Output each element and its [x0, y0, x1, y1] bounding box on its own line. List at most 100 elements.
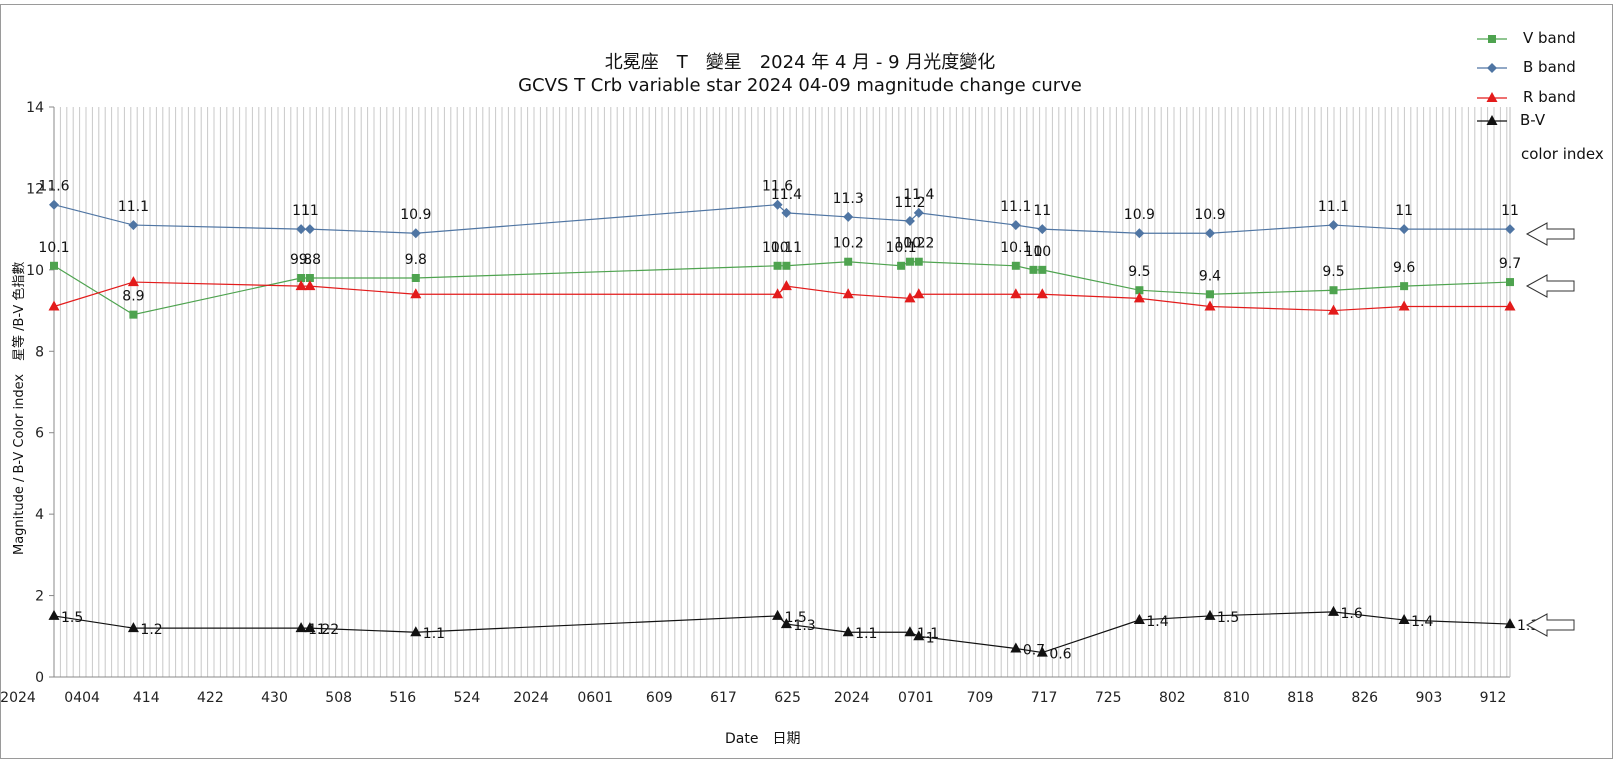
data-label: 10.1	[886, 240, 917, 256]
series-point	[1204, 609, 1216, 620]
series-point	[49, 199, 59, 210]
x-tick-label: 524	[454, 690, 481, 706]
data-label: 1	[926, 630, 935, 646]
data-label: 8.9	[122, 289, 144, 305]
y-axis-label: Magnitude / B-V Color index 星等 /B-V 色指數	[12, 261, 27, 555]
series-point	[780, 618, 792, 629]
y-tick-label: 10	[26, 263, 44, 279]
series-point	[782, 261, 791, 270]
series-point	[1505, 224, 1515, 235]
series-point	[843, 211, 854, 222]
series-point	[1029, 265, 1038, 274]
series-point	[1506, 278, 1514, 287]
data-label: 1.4	[1146, 614, 1168, 630]
series-point	[781, 207, 792, 218]
legend-label: B-V	[1520, 111, 1546, 129]
data-label: 9.6	[1393, 260, 1415, 276]
series-point	[1328, 605, 1340, 616]
legend-label: V band	[1523, 29, 1576, 47]
series-point	[1328, 304, 1340, 315]
data-label: 10.1	[771, 240, 802, 256]
series-point	[842, 626, 854, 637]
x-tick-label: 2024	[0, 690, 36, 706]
data-label: 9.8	[299, 252, 321, 268]
series-point	[772, 199, 783, 210]
series-point	[904, 216, 915, 226]
series-point	[304, 224, 315, 235]
left-arrow-icon	[1525, 613, 1575, 637]
x-tick-label: 717	[1031, 690, 1058, 706]
series-point	[48, 300, 60, 311]
series-point	[127, 622, 139, 633]
series-point	[1134, 228, 1145, 239]
series-point	[1010, 288, 1022, 299]
data-label: 10.2	[903, 236, 934, 252]
data-label: 1.3	[793, 618, 815, 634]
data-label: 1.1	[423, 626, 445, 642]
legend-label: R band	[1523, 88, 1576, 106]
series-point	[842, 288, 854, 299]
data-label: 1.6	[1341, 606, 1363, 622]
data-label: 1.5	[1217, 610, 1239, 626]
data-label: 10	[1025, 244, 1043, 260]
series-point	[1329, 286, 1338, 295]
data-label: 10.1	[762, 240, 793, 256]
data-label: 11	[1033, 203, 1051, 219]
vertical-grid	[53, 107, 1508, 677]
x-tick-label: 508	[325, 690, 352, 706]
x-tick-label: 422	[197, 690, 224, 706]
data-label: 11.1	[118, 199, 149, 215]
y-tick-label: 6	[35, 426, 44, 442]
data-label: 1.2	[308, 622, 330, 638]
series-point	[129, 310, 138, 319]
series-point	[1135, 286, 1144, 295]
y-tick-label: 12	[26, 181, 44, 197]
left-arrow-icon	[1525, 222, 1575, 246]
x-tick-label: 903	[1416, 690, 1443, 706]
data-label: 1.4	[1411, 614, 1433, 630]
data-label: 9.4	[1199, 268, 1221, 284]
series-point	[1398, 614, 1410, 624]
series-point	[1036, 288, 1048, 299]
series-point	[1133, 292, 1145, 303]
series-point	[1038, 265, 1047, 274]
x-tick-label: 617	[710, 690, 737, 706]
series-point	[913, 288, 925, 299]
data-label: 10.1	[1000, 240, 1031, 256]
y-tick-label: 0	[35, 670, 44, 686]
x-tick-label: 2024	[513, 690, 549, 706]
series-point	[844, 257, 853, 266]
series-point	[1205, 290, 1214, 299]
series-point	[411, 274, 420, 282]
series-point	[295, 280, 307, 291]
series-point	[1328, 220, 1339, 231]
series-point	[1010, 220, 1021, 231]
series-point	[296, 224, 307, 235]
series-point	[304, 622, 316, 633]
data-label: 10.2	[894, 236, 925, 252]
y-tick-label: 14	[26, 100, 44, 116]
data-label: 1.2	[140, 622, 162, 638]
x-axis-label: Date 日期	[725, 731, 801, 747]
series-point	[904, 292, 916, 303]
series-point	[1010, 642, 1022, 653]
series-point	[1036, 646, 1048, 657]
series-point	[128, 220, 139, 231]
series-point	[1011, 261, 1020, 270]
data-label: 11.4	[771, 187, 802, 203]
x-tick-label: 430	[261, 690, 288, 706]
x-tick-label: 826	[1351, 690, 1378, 706]
series-point	[304, 280, 316, 291]
x-tick-label: 0601	[577, 690, 613, 706]
data-label: 10.9	[1124, 207, 1155, 223]
series-point	[50, 261, 58, 270]
data-label: 10	[1033, 244, 1051, 260]
series-point	[773, 261, 782, 270]
data-label: 11.1	[1318, 199, 1349, 215]
data-label: 1.5	[785, 610, 807, 626]
x-tick-label: 414	[133, 690, 160, 706]
data-label: 10.1	[38, 240, 69, 256]
x-tick-label: 2024	[834, 690, 870, 706]
series-point	[913, 207, 924, 218]
